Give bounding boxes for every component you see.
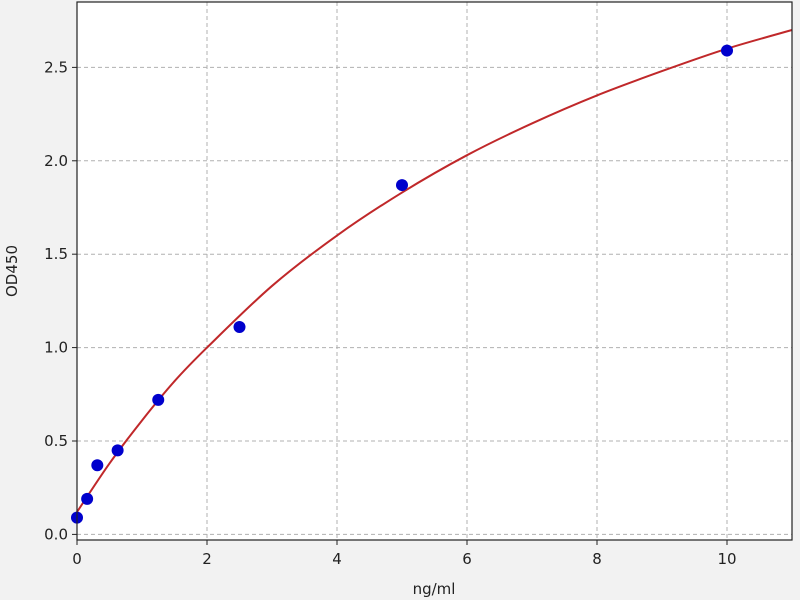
x-axis-ticks: 0 2 4 6 8 10 (72, 540, 737, 568)
data-point (396, 179, 408, 192)
y-axis-label: OD450 (3, 245, 21, 297)
y-axis-ticks: 0.0 0.5 1.0 1.5 2.0 2.5 (44, 58, 77, 543)
x-tick-label: 2 (202, 550, 212, 568)
data-point (233, 321, 246, 334)
y-tick-label: 1.5 (44, 245, 68, 263)
x-tick-label: 0 (72, 550, 82, 568)
y-tick-label: 0.0 (44, 525, 68, 543)
data-point (152, 393, 165, 406)
plot-frame (76, 1, 793, 541)
x-tick-label: 6 (462, 550, 472, 568)
data-point (81, 492, 94, 505)
x-tick-label: 10 (717, 550, 736, 568)
data-point (721, 44, 733, 57)
y-tick-label: 2.0 (44, 152, 68, 170)
fit-curve-group (76, 29, 793, 513)
x-tick-label: 8 (592, 550, 602, 568)
x-tick-label: 4 (332, 550, 342, 568)
y-tick-label: 1.0 (44, 339, 68, 357)
y-tick-label: 0.5 (44, 432, 68, 450)
x-axis-label: ng/ml (413, 580, 456, 598)
data-point (91, 459, 104, 472)
fit-curve-line (76, 29, 793, 513)
plot-area (77, 2, 792, 540)
data-point (111, 444, 124, 457)
y-tick-label: 2.5 (44, 58, 68, 76)
